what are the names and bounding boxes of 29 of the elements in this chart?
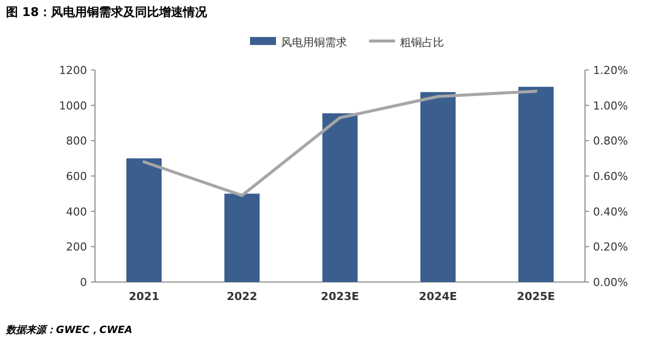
y-tick-label: 800	[66, 134, 87, 148]
legend-label: 风电用铜需求	[281, 36, 347, 49]
y-tick-label: 600	[66, 170, 87, 183]
line-series	[142, 90, 538, 197]
x-tick-label: 2025E	[516, 290, 556, 303]
x-tick-label: 2024E	[418, 290, 458, 303]
bar	[518, 86, 554, 282]
y2-tick-label: 0.20%	[593, 240, 628, 254]
y2-tick-label: 0.60%	[593, 170, 628, 183]
bar	[126, 158, 162, 282]
bar	[322, 113, 358, 282]
x-tick-label: 2021	[128, 290, 160, 303]
y2-tick-label: 0.40%	[593, 205, 628, 218]
y2-tick-label: 0.00%	[593, 276, 628, 289]
bar	[224, 194, 260, 282]
source-note: 数据来源：GWEC，CWEA	[5, 324, 132, 336]
y-tick-label: 400	[66, 205, 87, 218]
y-tick-label: 0	[80, 276, 87, 289]
chart-title: 图 18：风电用铜需求及同比增速情况	[6, 5, 208, 19]
x-tick-label: 2023E	[320, 290, 360, 303]
legend-label: 粗铜占比	[400, 36, 444, 49]
y2-tick-label: 1.00%	[593, 99, 628, 112]
bar	[420, 92, 456, 282]
y2-tick-label: 1.20%	[593, 64, 628, 77]
y2-tick-label: 0.80%	[593, 134, 628, 148]
x-tick-label: 2022	[226, 290, 258, 303]
y-tick-label: 1200	[59, 64, 87, 77]
y-tick-label: 1000	[59, 99, 87, 112]
y-tick-label: 200	[66, 240, 87, 254]
